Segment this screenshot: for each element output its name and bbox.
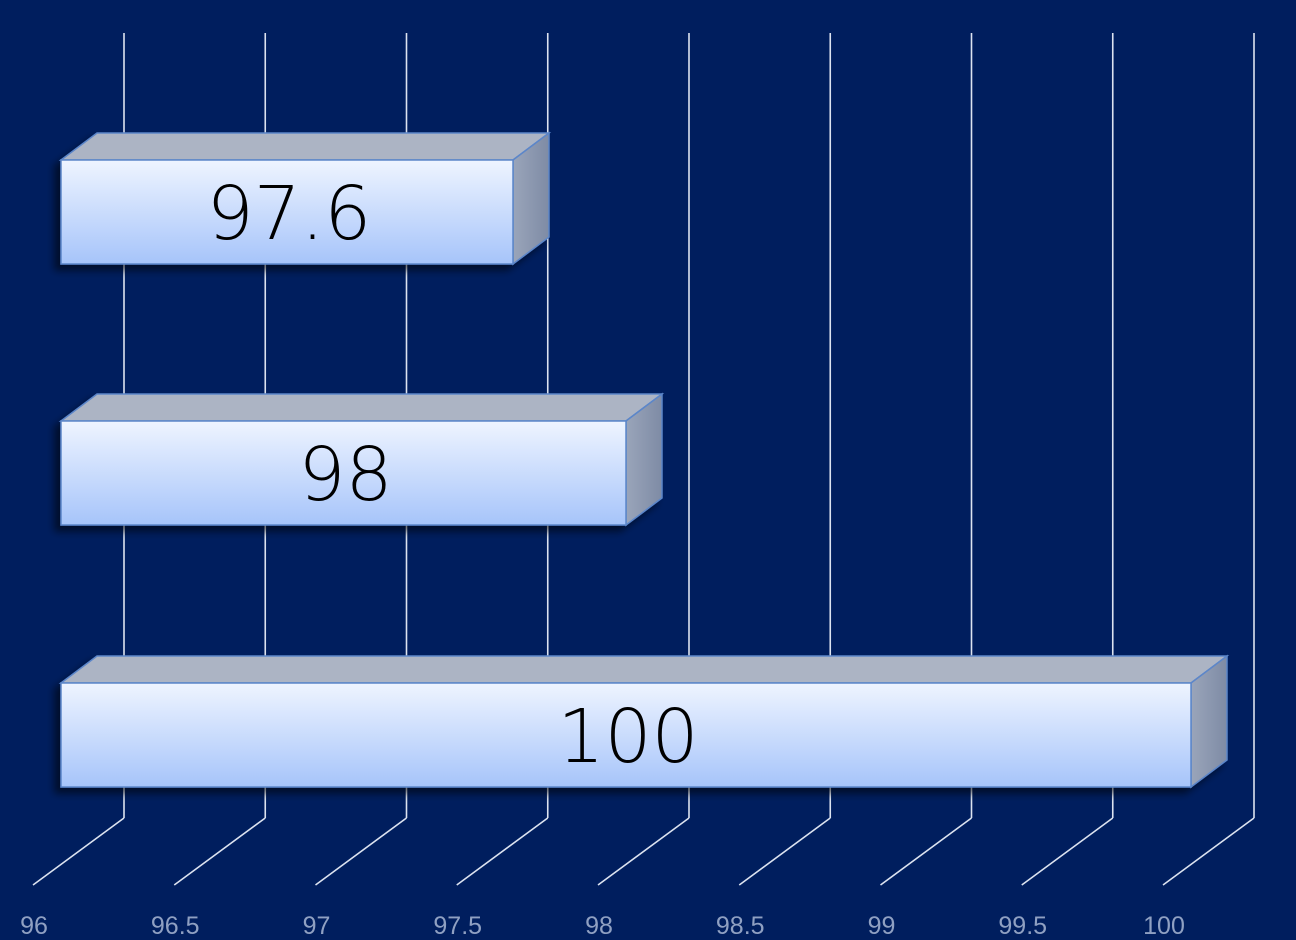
bar: [58, 654, 1230, 789]
floor-gridline: [315, 817, 407, 886]
x-tick-label: 97: [303, 912, 331, 940]
bar-top-face: [58, 655, 1230, 684]
x-tick-label: 97.5: [433, 912, 482, 940]
floor-gridline: [32, 817, 125, 886]
bar: [58, 392, 665, 527]
bar-top-face: [58, 393, 665, 422]
data-labels: 97.6 98 100: [207, 171, 699, 780]
floor-gridline: [1162, 817, 1255, 886]
floor-gridline: [597, 817, 690, 886]
x-tick-label: 100: [1143, 912, 1185, 940]
bars: [58, 131, 1230, 789]
floor-gridline: [1021, 817, 1114, 886]
bar-value-label: 100: [557, 694, 698, 780]
bar-front-face: [60, 420, 627, 526]
floor-lines: [32, 817, 1255, 886]
bar: [58, 131, 552, 266]
floor-gridline: [880, 817, 972, 886]
x-tick-label: 96.5: [151, 912, 200, 940]
x-tick-label: 98.5: [716, 912, 765, 940]
x-tick-label: 96: [20, 912, 48, 940]
bar-value-label: 98: [298, 432, 392, 518]
bar-top-face: [58, 132, 552, 161]
x-tick-label: 99.5: [998, 912, 1047, 940]
bar-front-face: [60, 159, 514, 265]
bar-value-label: 97.6: [207, 171, 372, 257]
floor-gridline: [738, 817, 831, 886]
x-tick-label: 99: [868, 912, 896, 940]
floor-gridline: [456, 817, 549, 886]
x-tick-label: 98: [585, 912, 613, 940]
x-axis-tick-labels: 96 96.5 97 97.5 98 98.5 99 99.5 100: [20, 912, 1185, 940]
floor-gridline: [173, 817, 266, 886]
bar-front-face: [60, 682, 1192, 788]
